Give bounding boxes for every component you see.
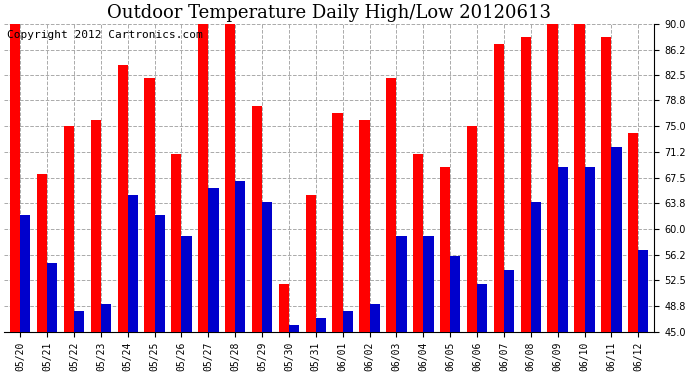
Bar: [359, 120, 370, 332]
Bar: [155, 215, 165, 332]
Bar: [343, 311, 353, 332]
Bar: [601, 38, 611, 332]
Bar: [638, 250, 649, 332]
Bar: [531, 202, 541, 332]
Title: Outdoor Temperature Daily High/Low 20120613: Outdoor Temperature Daily High/Low 20120…: [107, 4, 551, 22]
Bar: [10, 24, 20, 332]
Bar: [225, 24, 235, 332]
Bar: [198, 24, 208, 332]
Bar: [574, 24, 584, 332]
Bar: [333, 113, 343, 332]
Bar: [181, 236, 192, 332]
Bar: [386, 78, 397, 332]
Bar: [413, 154, 423, 332]
Bar: [37, 174, 47, 332]
Bar: [467, 126, 477, 332]
Bar: [397, 236, 406, 332]
Bar: [306, 195, 316, 332]
Bar: [370, 304, 380, 332]
Bar: [504, 270, 514, 332]
Bar: [611, 147, 622, 332]
Bar: [235, 181, 246, 332]
Bar: [101, 304, 111, 332]
Bar: [208, 188, 219, 332]
Bar: [128, 195, 138, 332]
Bar: [477, 284, 487, 332]
Bar: [74, 311, 84, 332]
Bar: [171, 154, 181, 332]
Bar: [20, 215, 30, 332]
Bar: [117, 65, 128, 332]
Bar: [440, 168, 450, 332]
Bar: [628, 133, 638, 332]
Bar: [423, 236, 433, 332]
Bar: [63, 126, 74, 332]
Bar: [144, 78, 155, 332]
Bar: [90, 120, 101, 332]
Bar: [493, 44, 504, 332]
Bar: [520, 38, 531, 332]
Bar: [289, 325, 299, 332]
Text: Copyright 2012 Cartronics.com: Copyright 2012 Cartronics.com: [8, 30, 203, 40]
Bar: [47, 263, 57, 332]
Bar: [279, 284, 289, 332]
Bar: [450, 256, 460, 332]
Bar: [252, 106, 262, 332]
Bar: [558, 168, 568, 332]
Bar: [547, 24, 558, 332]
Bar: [316, 318, 326, 332]
Bar: [262, 202, 273, 332]
Bar: [584, 168, 595, 332]
